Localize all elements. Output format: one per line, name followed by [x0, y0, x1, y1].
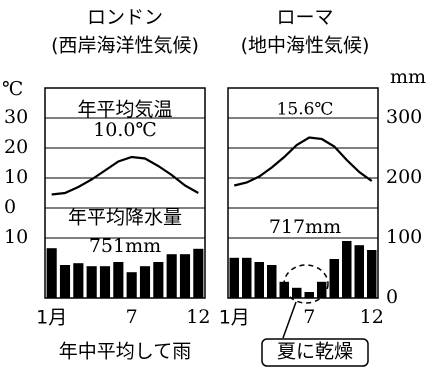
annotation: 10.0℃	[93, 119, 157, 141]
annotation: 夏に乾燥	[277, 341, 353, 363]
y-tick-label: 20	[4, 136, 28, 158]
y2-tick-label: 200	[386, 166, 422, 188]
precipitation-bar	[193, 248, 204, 298]
temperature-line	[51, 155, 199, 196]
chart-title: ローマ	[276, 7, 333, 29]
precipitation-bar	[73, 263, 84, 298]
precipitation-bar	[166, 254, 177, 298]
precipitation-bar	[229, 257, 239, 298]
x-tick-label: 1月	[219, 307, 250, 329]
chart-title: ロンドン	[87, 7, 163, 29]
precipitation-bar	[179, 254, 191, 298]
chart-subtitle: (西岸海洋性気候)	[51, 35, 199, 57]
precipitation-bar	[242, 257, 252, 298]
highlight-circle	[283, 264, 329, 304]
precipitation-bar	[46, 248, 57, 298]
precipitation-bar	[139, 266, 151, 298]
y-tick-label: 30	[4, 106, 28, 128]
y2-tick-label: 100	[386, 226, 422, 248]
precipitation-bar	[86, 266, 97, 298]
annotation: 15.6℃	[277, 100, 334, 120]
plot-frame	[44, 87, 206, 299]
chart-subtitle: (地中海性気候)	[241, 35, 370, 57]
precipitation-bar	[292, 287, 302, 298]
precipitation-bar	[279, 281, 289, 298]
precipitation-bar	[113, 262, 124, 298]
x-tick-label: 1月	[36, 307, 67, 329]
y2-tick-label: 300	[386, 106, 422, 128]
annotation: 年平均気温	[77, 99, 172, 121]
annotation-box	[261, 338, 369, 367]
precipitation-bar	[342, 241, 352, 298]
x-tick-label: 12	[360, 306, 384, 328]
y-axis-label: ℃	[2, 78, 23, 100]
precipitation-bar	[354, 245, 364, 298]
precipitation-bar	[367, 250, 377, 298]
precipitation-bar	[317, 281, 327, 298]
precipitation-bar	[99, 266, 111, 298]
y2-tick-label: 0	[386, 286, 398, 308]
x-tick-label: 7	[126, 306, 138, 328]
precipitation-bar	[153, 262, 164, 298]
precipitation-bar	[126, 272, 137, 298]
y-tick-label: 10	[4, 166, 28, 188]
annotation: 年中平均して雨	[59, 341, 191, 363]
x-tick-label: 7	[303, 306, 315, 328]
y-tick-label: 0	[4, 196, 16, 218]
precipitation-bar	[329, 259, 339, 298]
annotation: 年平均降水量	[68, 207, 182, 229]
precipitation-bar	[59, 265, 71, 298]
annotation: 751mm	[89, 235, 161, 257]
temperature-line	[233, 136, 373, 187]
precipitation-bar	[304, 292, 314, 298]
precipitation-bar	[267, 265, 277, 298]
y-tick-label: 10	[4, 226, 28, 248]
annotation: 717mm	[269, 216, 341, 238]
precipitation-bar	[254, 262, 264, 298]
plot-frame	[227, 87, 379, 299]
x-tick-label: 12	[186, 306, 210, 328]
y2-axis-label: mm	[390, 66, 426, 88]
pointer-line	[282, 301, 297, 339]
